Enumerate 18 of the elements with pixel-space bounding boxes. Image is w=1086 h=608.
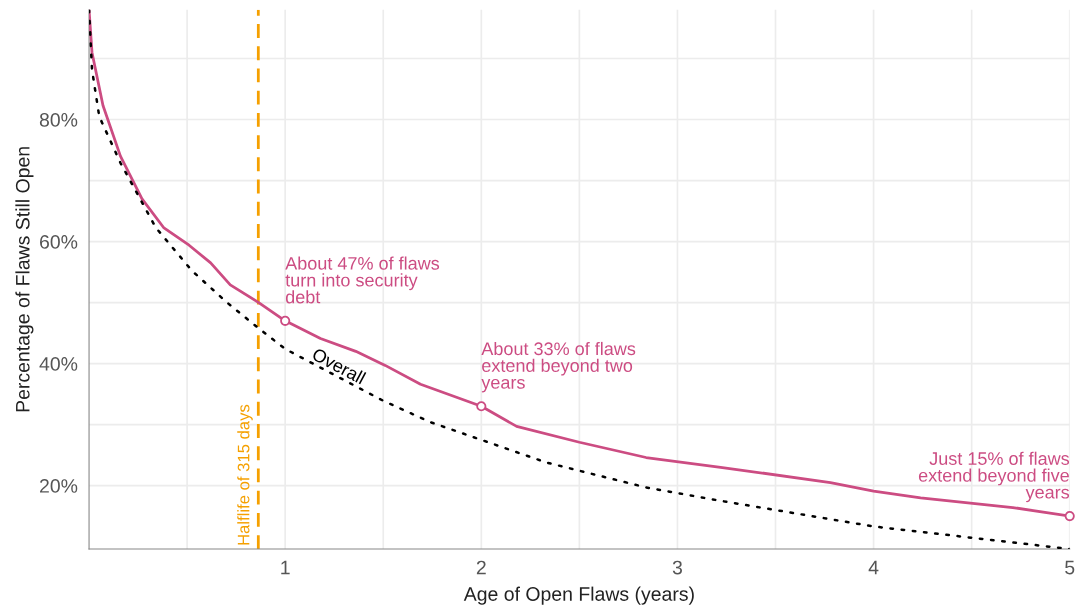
y-tick-label: 20% — [40, 479, 78, 493]
point — [1064, 511, 1075, 522]
x-axis-title: Age of Open Flaws (years) — [463, 586, 694, 605]
annotation: About 47% of flaws turn into security debt — [285, 256, 440, 304]
x-tick-label: 3 — [672, 560, 682, 575]
x-tick-label: 4 — [868, 560, 879, 575]
x-tick-label: 1 — [281, 560, 290, 575]
ref-line-label: Halflife of 315 days — [237, 404, 253, 545]
point — [280, 315, 291, 326]
y-axis-title: Percentage of Flaws Still Open — [15, 147, 34, 412]
annotation: About 33% of flaws extend beyond two years — [481, 341, 636, 393]
y-tick-label: 40% — [39, 357, 78, 371]
annotation: Just 15% of flaws extend beyond five years — [918, 451, 1070, 503]
y-tick-label: 80% — [39, 113, 78, 127]
point — [476, 401, 487, 412]
y-tick-label: 60% — [40, 235, 78, 249]
x-tick-label: 2 — [476, 560, 486, 575]
x-tick-label: 5 — [1065, 560, 1075, 575]
